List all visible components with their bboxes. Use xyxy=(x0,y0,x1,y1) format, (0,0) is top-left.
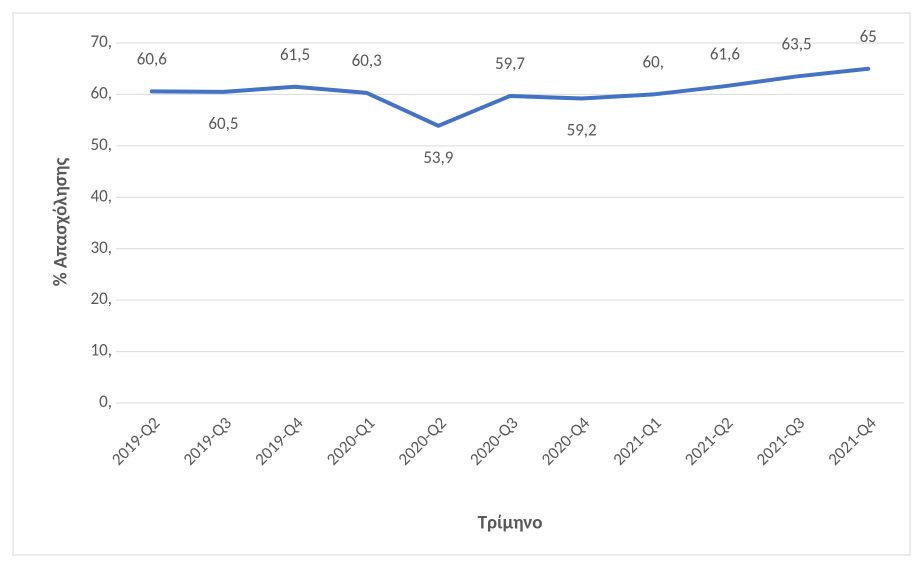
y-tick-label: 30, xyxy=(91,237,112,258)
data-label: 63,5 xyxy=(781,33,811,54)
data-label: 60,5 xyxy=(208,113,238,134)
data-label: 53,9 xyxy=(423,147,453,168)
y-tick-label: 60, xyxy=(91,82,112,103)
y-axis-title: % Απασχόλησης xyxy=(50,158,73,287)
data-label: 60,3 xyxy=(352,50,382,71)
y-tick-label: 10, xyxy=(91,340,112,361)
y-tick-label: 20, xyxy=(91,288,112,309)
series-line xyxy=(149,66,871,128)
y-tick-label: 50, xyxy=(91,134,112,155)
chart-frame xyxy=(12,12,911,556)
data-label: 61,6 xyxy=(710,43,740,64)
data-label: 59,2 xyxy=(567,120,597,141)
data-label: 60, xyxy=(643,51,664,72)
x-axis-title: Τρίμηνο xyxy=(478,512,543,535)
data-label: 59,7 xyxy=(495,53,525,74)
data-label: 60,6 xyxy=(137,48,167,69)
y-tick-label: 70, xyxy=(91,31,112,52)
data-label: 61,5 xyxy=(280,44,310,65)
y-tick-label: 40, xyxy=(91,185,112,206)
y-tick-label: 0, xyxy=(99,391,112,412)
data-label: 65 xyxy=(860,26,877,47)
